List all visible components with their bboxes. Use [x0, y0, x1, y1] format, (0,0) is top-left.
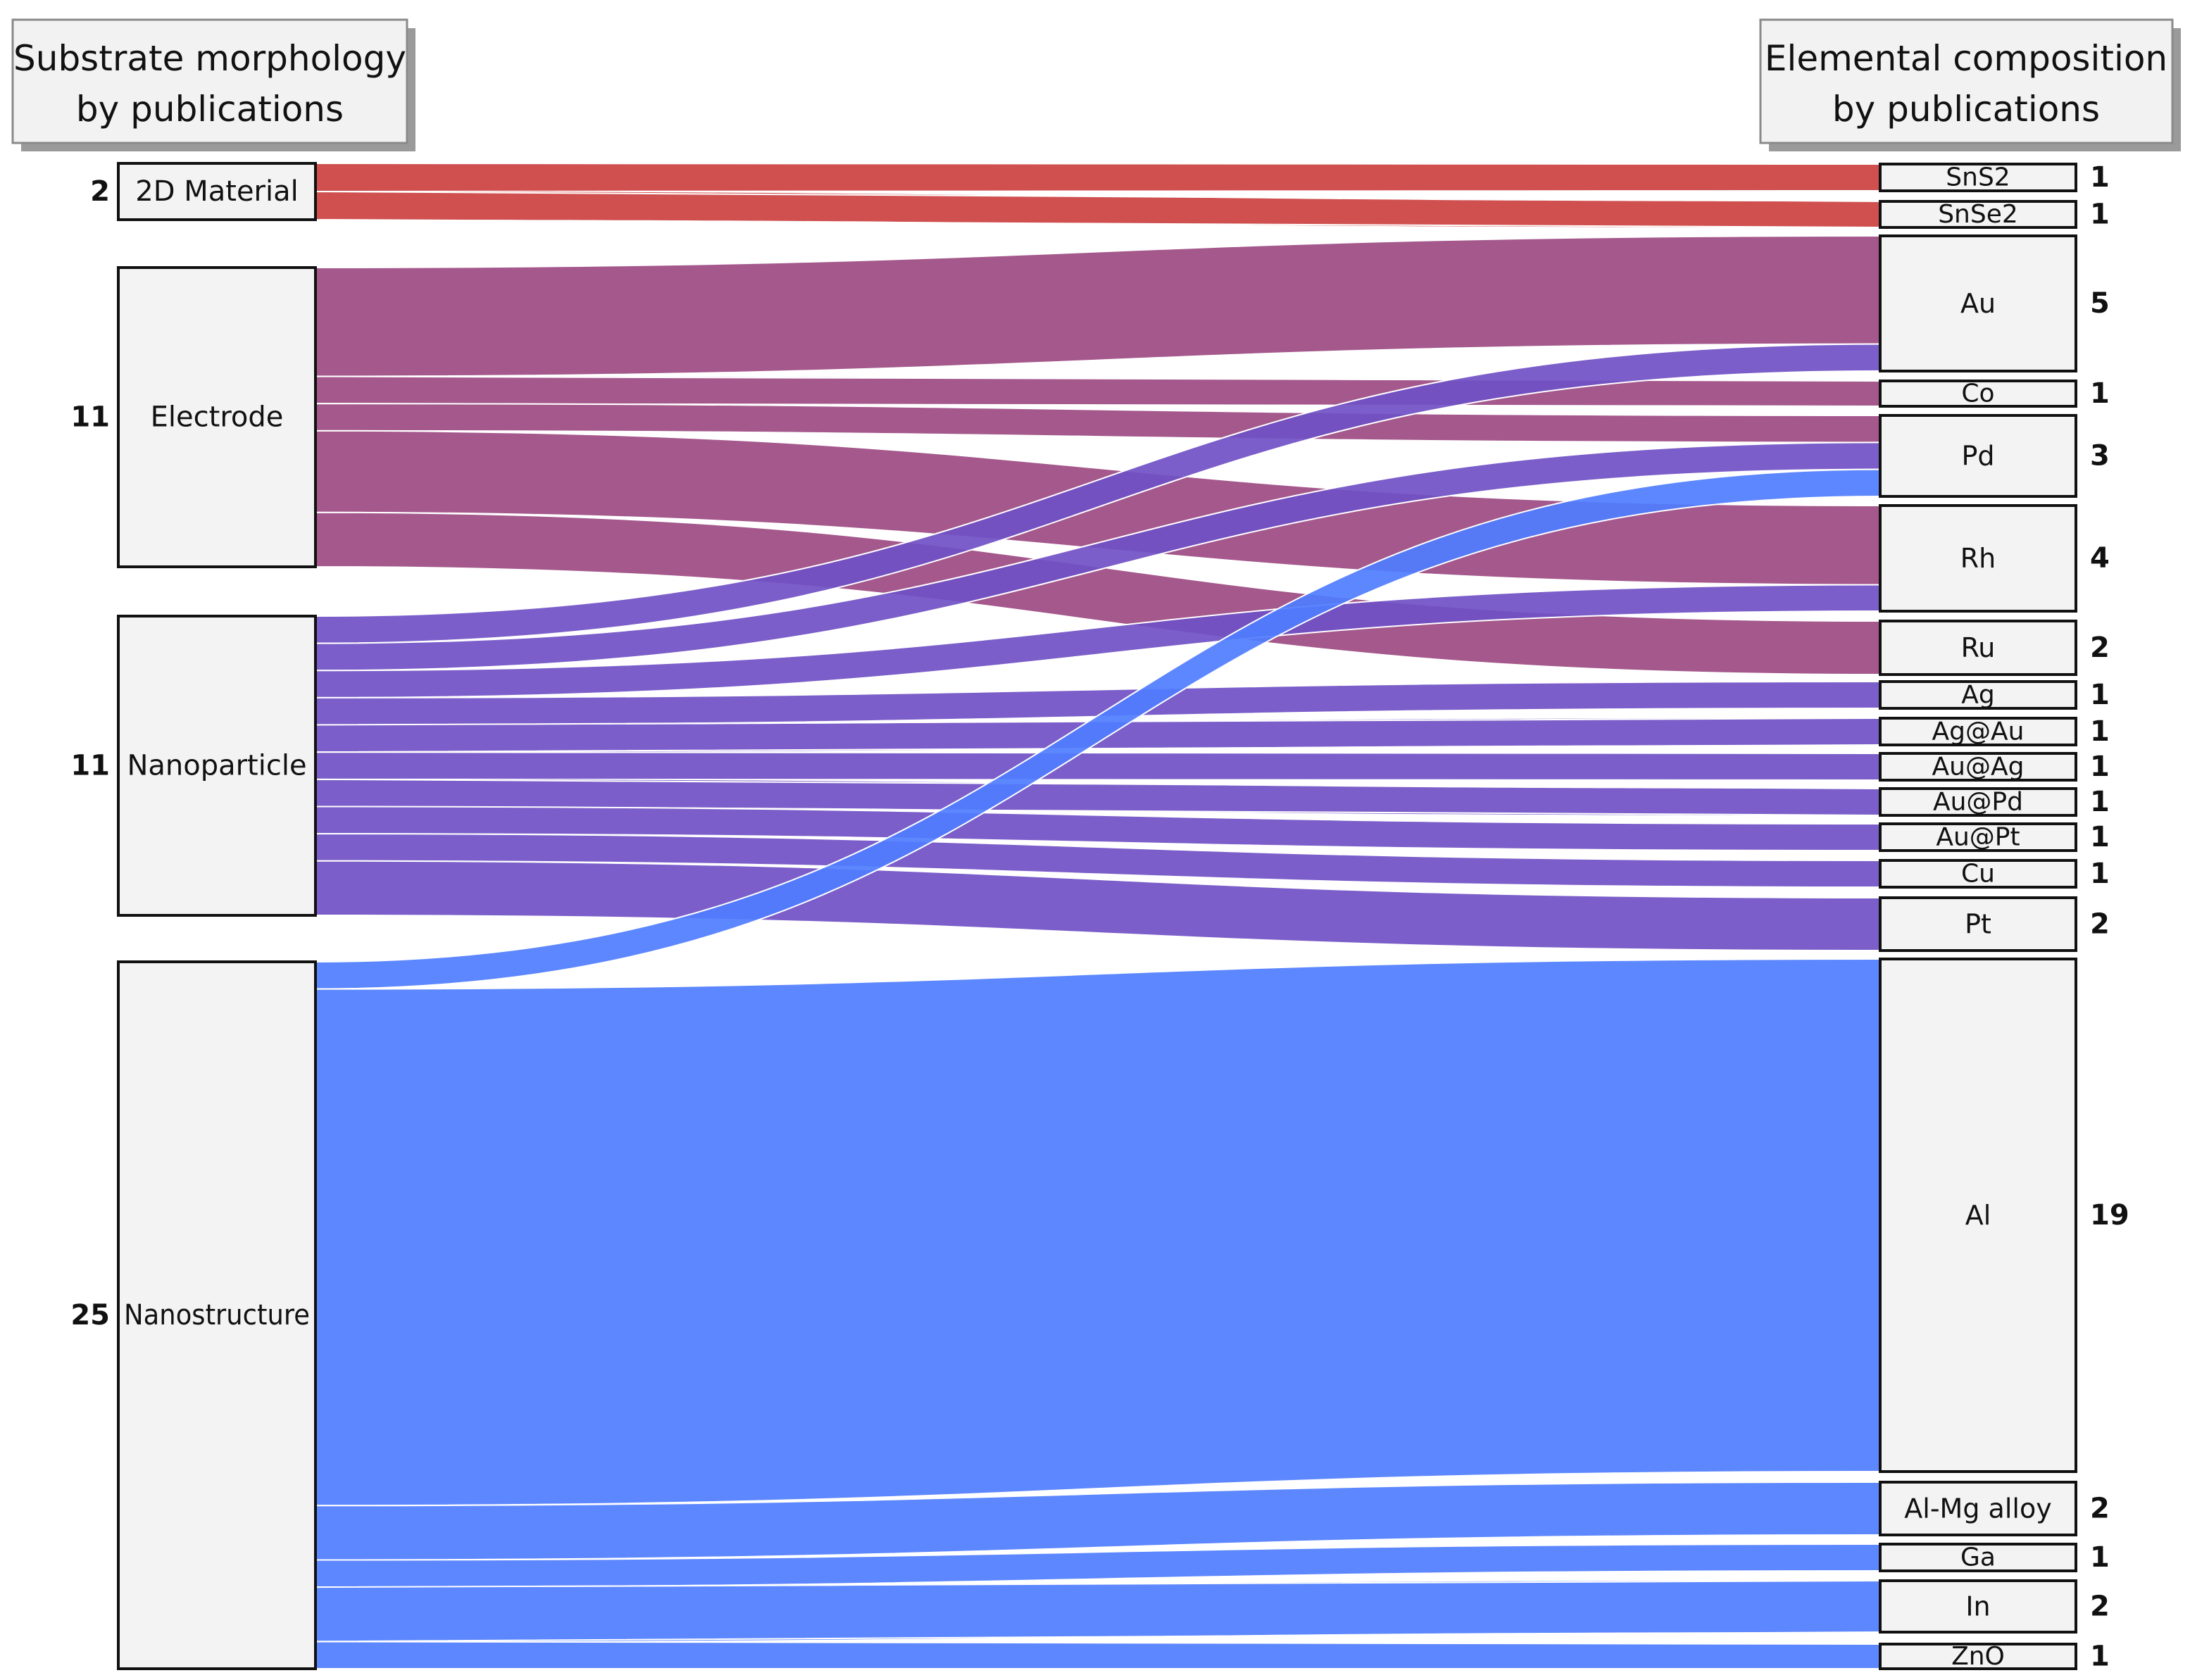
link-nanoparticle-to-au-at-ag	[315, 751, 1881, 782]
target-count-al: 19	[2090, 1199, 2129, 1231]
target-label-au-at-pt: Au@Pt	[1936, 823, 2020, 852]
left-header: Substrate morphology by publications	[11, 18, 415, 151]
link-2d-material-to-sns2	[315, 162, 1881, 193]
target-node-zno	[1879, 1643, 2077, 1670]
right-header: Elemental composition by publications	[1759, 18, 2181, 151]
target-label-ga: Ga	[1960, 1543, 1996, 1572]
target-node-au-at-pt	[1879, 822, 2077, 852]
source-label-nanoparticle: Nanoparticle	[127, 750, 306, 782]
source-count-nanostructure: 25	[70, 1299, 110, 1331]
target-node-snse2	[1879, 200, 2077, 229]
target-node-ag	[1879, 680, 2077, 710]
source-label-nanostructure: Nanostructure	[124, 1299, 310, 1331]
link-nanostructure-to-al	[315, 958, 1881, 1507]
target-node-al-mg-alloy	[1879, 1481, 2077, 1536]
source-count-nanoparticle: 11	[70, 750, 110, 782]
target-count-sns2: 1	[2090, 161, 2110, 194]
target-label-cu: Cu	[1961, 860, 1995, 889]
source-node-electrode	[117, 266, 317, 568]
target-node-ag-at-au	[1879, 717, 2077, 746]
target-count-al-mg-alloy: 2	[2090, 1493, 2110, 1525]
target-count-co: 1	[2090, 377, 2110, 410]
target-node-ru	[1879, 620, 2077, 676]
target-label-rh: Rh	[1960, 543, 1996, 574]
target-node-al	[1879, 958, 2077, 1473]
source-nodes: 2D Material 2 Electrode 11 Nanoparticle 11 Nan…	[70, 162, 317, 1670]
target-label-pd: Pd	[1961, 441, 1994, 472]
target-label-in: In	[1965, 1591, 1990, 1622]
target-label-co: Co	[1961, 380, 1994, 408]
source-node-nanoparticle	[117, 615, 317, 917]
target-node-ga	[1879, 1543, 2077, 1572]
target-count-rh: 4	[2090, 542, 2110, 575]
source-label-2d-material: 2D Material	[135, 175, 298, 208]
target-label-au-at-pd: Au@Pd	[1933, 788, 2023, 817]
target-count-pt: 2	[2090, 908, 2110, 941]
target-node-in	[1879, 1579, 2077, 1634]
target-label-ag: Ag	[1961, 681, 1994, 710]
target-node-pd	[1879, 414, 2077, 498]
target-label-ag-at-au: Ag@Au	[1932, 717, 2025, 746]
target-node-pt	[1879, 896, 2077, 952]
target-count-ag: 1	[2090, 679, 2110, 711]
right-header-line-1: Elemental composition	[1765, 38, 2167, 79]
flow-links	[315, 162, 1881, 1670]
source-label-electrode: Electrode	[151, 401, 284, 434]
source-count-electrode: 11	[70, 401, 110, 434]
left-header-line-1: Substrate morphology	[13, 38, 406, 79]
target-label-au: Au	[1960, 288, 1996, 319]
target-label-pt: Pt	[1965, 909, 1991, 940]
target-node-au-at-pd	[1879, 787, 2077, 817]
target-count-au-at-ag: 1	[2090, 751, 2110, 783]
source-count-2d-material: 2	[90, 175, 110, 208]
target-count-pd: 3	[2090, 440, 2110, 472]
target-node-au	[1879, 234, 2077, 372]
target-node-cu	[1879, 859, 2077, 889]
link-nanostructure-to-zno	[315, 1641, 1881, 1670]
target-nodes: SnS2 1 SnSe2 1 Au 5 Co 1 Pd 3 Rh 4 Ru 2 Ag 1 Ag@Au 1 Au@Ag…	[1879, 161, 2129, 1673]
target-count-in: 2	[2090, 1591, 2110, 1623]
right-header-line-2: by publications	[1832, 89, 2100, 130]
target-count-ag-at-au: 1	[2090, 715, 2110, 748]
target-label-al: Al	[1965, 1200, 1991, 1231]
target-count-au: 5	[2090, 287, 2110, 320]
source-node-nanostructure	[117, 960, 317, 1670]
target-label-ru: Ru	[1961, 632, 1996, 663]
link-nanostructure-to-in	[315, 1579, 1881, 1643]
target-count-snse2: 1	[2090, 199, 2110, 231]
target-label-au-at-ag: Au@Ag	[1932, 753, 2025, 782]
target-label-sns2: SnS2	[1946, 163, 2010, 192]
target-count-au-at-pd: 1	[2090, 786, 2110, 818]
target-count-ga: 1	[2090, 1541, 2110, 1574]
target-node-rh	[1879, 504, 2077, 613]
left-header-line-2: by publications	[76, 89, 344, 130]
target-label-zno: ZnO	[1951, 1642, 2005, 1671]
link-2d-material-to-snse2	[315, 190, 1881, 229]
target-label-snse2: SnSe2	[1938, 200, 2018, 229]
target-node-au-at-ag	[1879, 752, 2077, 782]
target-count-zno: 1	[2090, 1641, 2110, 1673]
target-count-au-at-pt: 1	[2090, 821, 2110, 853]
source-node-2d-material	[117, 162, 317, 221]
target-count-cu: 1	[2090, 858, 2110, 890]
target-node-co	[1879, 380, 2077, 408]
target-node-sns2	[1879, 163, 2077, 192]
target-label-al-mg-alloy: Al-Mg alloy	[1904, 1493, 2051, 1524]
target-count-ru: 2	[2090, 632, 2110, 664]
